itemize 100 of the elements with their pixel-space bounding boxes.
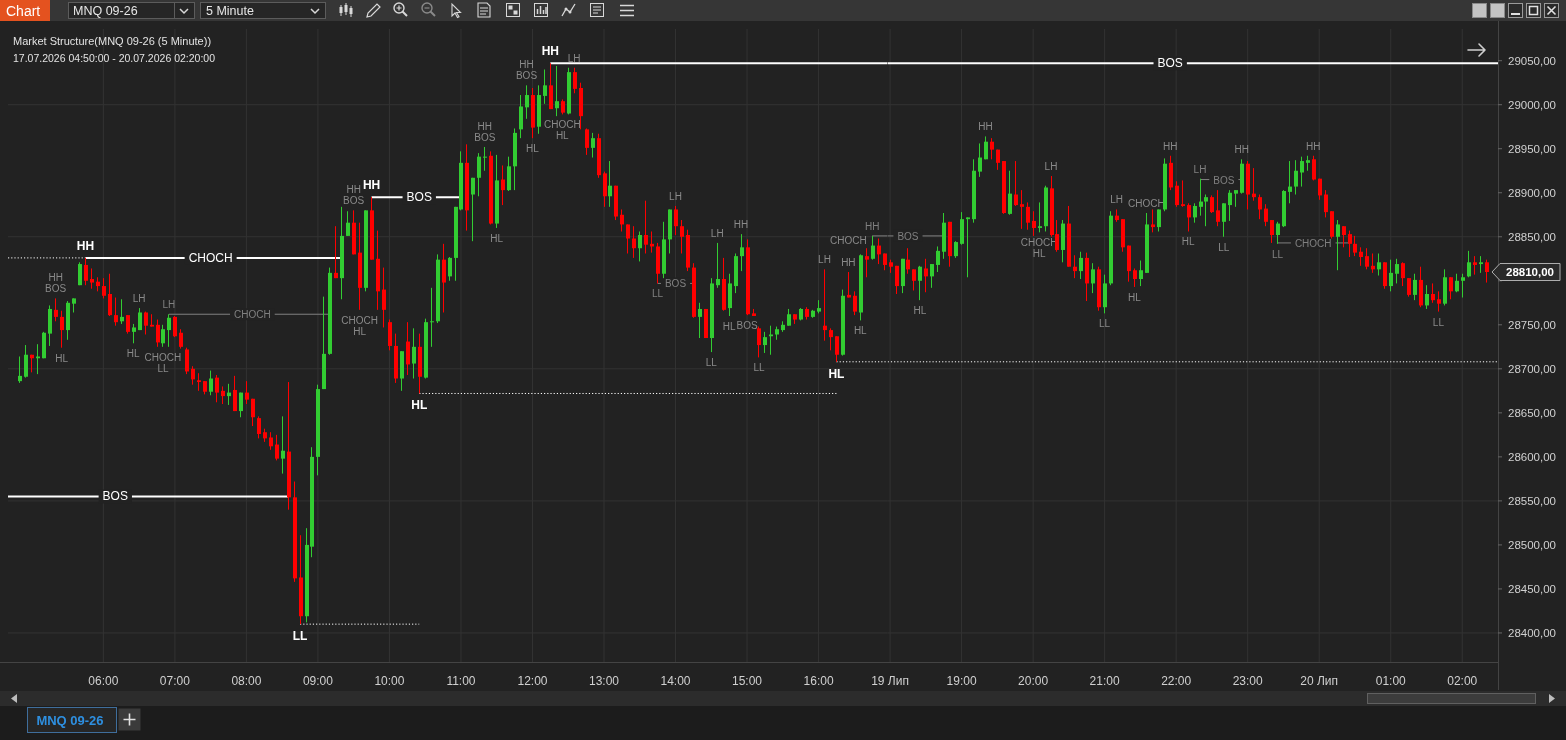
annotation: CHOCH: [341, 314, 378, 326]
x-tick-label: 15:00: [732, 674, 763, 688]
x-tick-label: 13:00: [588, 674, 620, 688]
annotation: HL: [411, 398, 428, 413]
annotation: BOS: [406, 190, 432, 205]
annotation: LL: [292, 629, 308, 644]
annotation: HL: [490, 232, 504, 244]
annotation: LL: [1218, 241, 1230, 253]
annotation: HH: [541, 44, 560, 59]
annotation: HH: [1306, 140, 1321, 152]
x-tick-label: 20 Лип: [1300, 674, 1339, 688]
annotation: HH: [864, 220, 880, 232]
x-tick-label: 21:00: [1089, 674, 1120, 688]
text: 17.07.2026 04:50:00 - 20.07.2026 02:20:00: [13, 52, 216, 64]
annotation: HL: [1128, 291, 1142, 303]
y-tick-label: 28650,00: [1508, 406, 1556, 419]
y-tick-label: 28750,00: [1508, 318, 1556, 331]
annotation: BOS: [102, 489, 128, 504]
annotation: HH: [733, 218, 749, 230]
text: Chart: [6, 3, 41, 19]
annotation: CHOCH: [543, 118, 581, 130]
y-tick-label: 28500,00: [1508, 538, 1556, 551]
annotation: CHOCH: [144, 351, 182, 363]
x-tick-label: 22:00: [1161, 674, 1192, 688]
annotation: HL: [353, 325, 367, 337]
annotation: HH: [841, 256, 856, 268]
annotation: BOS: [897, 230, 919, 242]
annotation: LH: [669, 190, 682, 202]
annotation: LL: [1432, 316, 1445, 328]
annotation: CHOCH: [1294, 237, 1332, 249]
annotation: LH: [567, 52, 581, 64]
x-tick-label: 07:00: [159, 674, 191, 688]
annotation: HL: [853, 324, 868, 336]
annotation: LH: [1044, 160, 1058, 172]
y-tick-label: 28550,00: [1508, 494, 1556, 507]
annotation: LL: [1099, 317, 1111, 329]
annotation: LH: [1110, 193, 1123, 205]
x-tick-label: 20:00: [1018, 674, 1049, 688]
y-tick-label: 29000,00: [1508, 98, 1556, 111]
annotation: HL: [913, 304, 927, 316]
y-tick-label: 28400,00: [1508, 626, 1556, 639]
annotation: HL: [555, 129, 570, 141]
annotation: HH: [346, 183, 361, 195]
x-tick-label: 12:00: [517, 674, 548, 688]
x-tick-label: 19:00: [946, 674, 977, 688]
annotation: HH: [362, 178, 381, 193]
text: MNQ 09-26: [73, 4, 138, 18]
annotation: BOS: [474, 131, 496, 143]
annotation: LL: [1271, 248, 1284, 260]
text: 28810,00: [1506, 265, 1554, 278]
annotation: HH: [519, 58, 534, 70]
annotation: LH: [132, 292, 146, 304]
x-tick-label: 19 Лип: [871, 674, 909, 688]
text: Market Structure(MNQ 09-26 (5 Minute)): [13, 35, 212, 47]
y-tick-label: 28700,00: [1508, 362, 1556, 375]
annotation: HL: [722, 320, 736, 332]
x-tick-label: 14:00: [660, 674, 691, 688]
annotation: HH: [1162, 140, 1178, 152]
x-tick-label: 10:00: [374, 674, 405, 688]
y-tick-label: 28850,00: [1508, 230, 1556, 243]
annotation: LH: [1193, 163, 1207, 175]
y-tick-label: 28450,00: [1508, 582, 1556, 595]
annotation: BOS: [515, 69, 538, 81]
annotation: LL: [753, 361, 765, 373]
annotation: LL: [705, 356, 718, 368]
annotation: LH: [818, 253, 831, 265]
x-tick-label: 01:00: [1375, 674, 1407, 688]
annotation: HL: [1181, 235, 1195, 247]
text: MNQ 09-26: [36, 712, 104, 728]
annotation: HH: [1234, 143, 1249, 155]
annotation: LL: [157, 362, 169, 374]
y-tick-label: 28900,00: [1508, 186, 1556, 199]
annotation: LH: [162, 298, 176, 310]
annotation: BOS: [45, 282, 67, 294]
annotation: HH: [978, 120, 993, 132]
y-tick-label: 28950,00: [1508, 142, 1556, 155]
annotation: HH: [76, 238, 95, 253]
annotation: HH: [477, 120, 493, 132]
x-tick-label: 23:00: [1232, 674, 1264, 688]
y-tick-label: 29050,00: [1508, 54, 1556, 67]
annotation: LL: [652, 287, 664, 299]
x-tick-label: 02:00: [1447, 674, 1478, 688]
annotation: BOS: [736, 319, 758, 331]
y-tick-label: 28600,00: [1508, 450, 1556, 463]
annotation: CHOCH: [830, 234, 867, 246]
annotation: BOS: [1157, 56, 1183, 71]
annotation: HL: [526, 142, 540, 154]
x-tick-label: 09:00: [302, 674, 334, 688]
annotation: HL: [126, 347, 140, 359]
x-tick-label: 16:00: [803, 674, 834, 688]
annotation: LH: [710, 227, 724, 239]
x-tick-label: 08:00: [231, 674, 262, 688]
annotation: CHOCH: [188, 250, 233, 265]
annotation: BOS: [343, 194, 365, 206]
x-tick-label: 06:00: [88, 674, 119, 688]
x-tick-label: 11:00: [446, 674, 476, 688]
annotation: HL: [828, 366, 845, 381]
annotation: HL: [55, 352, 69, 364]
annotation: HH: [48, 271, 63, 283]
annotation: HL: [1032, 247, 1046, 259]
